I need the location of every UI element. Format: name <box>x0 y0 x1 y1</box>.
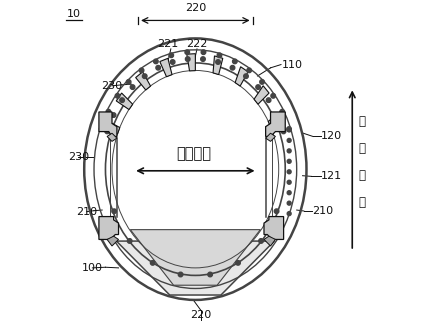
Polygon shape <box>187 54 195 71</box>
Circle shape <box>216 60 220 64</box>
Circle shape <box>126 79 131 84</box>
Polygon shape <box>107 236 119 246</box>
Polygon shape <box>264 216 284 239</box>
Circle shape <box>287 127 291 131</box>
Circle shape <box>201 57 205 61</box>
Circle shape <box>287 139 291 142</box>
Text: 230: 230 <box>101 81 122 91</box>
Circle shape <box>247 68 252 72</box>
Circle shape <box>208 272 213 277</box>
Text: 121: 121 <box>321 171 342 181</box>
Text: 方: 方 <box>358 169 365 182</box>
Circle shape <box>111 113 116 117</box>
Circle shape <box>105 129 109 134</box>
Circle shape <box>275 113 280 117</box>
Text: 第: 第 <box>358 115 365 128</box>
Polygon shape <box>117 241 274 295</box>
Polygon shape <box>266 133 276 141</box>
Circle shape <box>130 85 135 90</box>
Circle shape <box>217 53 222 57</box>
Polygon shape <box>99 216 119 239</box>
Polygon shape <box>136 72 151 90</box>
Circle shape <box>259 239 263 243</box>
Circle shape <box>256 85 260 90</box>
Circle shape <box>271 94 276 98</box>
Circle shape <box>287 170 291 174</box>
Circle shape <box>287 128 291 132</box>
Polygon shape <box>103 120 120 134</box>
Polygon shape <box>130 230 260 285</box>
Circle shape <box>112 209 117 213</box>
Circle shape <box>287 149 291 153</box>
Circle shape <box>280 109 284 114</box>
Text: 120: 120 <box>321 132 342 142</box>
Polygon shape <box>99 112 117 137</box>
Circle shape <box>260 79 264 84</box>
Circle shape <box>233 59 237 64</box>
Circle shape <box>139 68 144 72</box>
Circle shape <box>178 272 183 277</box>
Polygon shape <box>266 112 285 137</box>
Circle shape <box>106 109 111 114</box>
Circle shape <box>287 191 291 195</box>
Text: 210: 210 <box>312 206 334 216</box>
Polygon shape <box>254 86 269 104</box>
Text: 221: 221 <box>157 39 178 49</box>
Circle shape <box>287 180 291 184</box>
Circle shape <box>281 129 286 134</box>
Text: 230: 230 <box>68 152 89 162</box>
Text: 222: 222 <box>187 39 208 49</box>
Polygon shape <box>107 133 117 141</box>
Polygon shape <box>160 58 172 77</box>
Circle shape <box>120 98 124 103</box>
Circle shape <box>171 60 175 64</box>
Circle shape <box>99 127 104 131</box>
Circle shape <box>156 65 160 70</box>
Text: 第一方向: 第一方向 <box>176 146 211 161</box>
Circle shape <box>287 159 291 163</box>
Polygon shape <box>116 93 133 110</box>
Circle shape <box>128 239 132 243</box>
Circle shape <box>151 261 155 265</box>
Polygon shape <box>268 112 284 128</box>
Circle shape <box>115 94 120 98</box>
Polygon shape <box>235 67 248 86</box>
Circle shape <box>169 53 174 57</box>
Circle shape <box>274 209 279 213</box>
Text: 10: 10 <box>67 9 81 19</box>
Circle shape <box>185 50 190 54</box>
Text: 100: 100 <box>82 263 103 273</box>
Polygon shape <box>264 236 276 246</box>
Circle shape <box>287 212 291 215</box>
Polygon shape <box>213 56 223 74</box>
Text: 210: 210 <box>76 207 97 217</box>
Circle shape <box>186 57 190 61</box>
Text: 二: 二 <box>358 142 365 155</box>
Circle shape <box>230 65 235 70</box>
Circle shape <box>244 74 248 78</box>
Text: 110: 110 <box>282 59 303 69</box>
Circle shape <box>154 59 158 64</box>
Circle shape <box>143 74 147 78</box>
Text: 向: 向 <box>358 196 365 209</box>
Circle shape <box>236 261 240 265</box>
Circle shape <box>287 201 291 205</box>
Text: 220: 220 <box>185 3 206 13</box>
Circle shape <box>266 98 271 103</box>
Text: 220: 220 <box>190 310 211 320</box>
Circle shape <box>201 50 206 54</box>
